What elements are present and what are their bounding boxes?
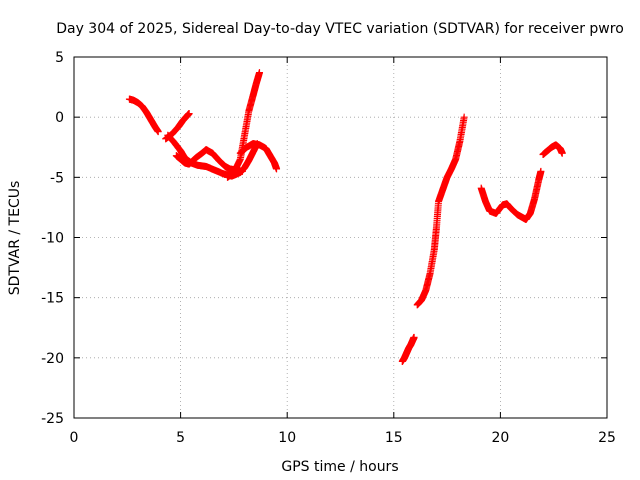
grid-layer — [74, 57, 607, 418]
axis-layer: 0 5 10 15 20 25 -25 -20 -15 -10 -5 0 5 — [41, 50, 616, 446]
x-axis-label: GPS time / hours — [281, 459, 398, 475]
x-tick-label: 15 — [385, 430, 403, 446]
series-arc-1 — [126, 96, 162, 135]
chart-title: Day 304 of 2025, Sidereal Day-to-day VTE… — [56, 21, 624, 37]
x-tick-label: 10 — [278, 430, 296, 446]
x-tick-label: 25 — [598, 430, 616, 446]
y-tick-label: 0 — [55, 110, 64, 126]
y-tick-label: -20 — [41, 351, 64, 367]
y-axis-label: SDTVAR / TECUs — [7, 181, 23, 296]
y-tick-label: -15 — [41, 291, 64, 307]
y-tick-label: 5 — [55, 50, 64, 66]
x-tick-label: 20 — [491, 430, 509, 446]
data-points — [126, 69, 566, 365]
y-tick-label: -25 — [41, 411, 64, 427]
plot-frame — [74, 57, 607, 418]
x-tick-label: 0 — [70, 430, 79, 446]
x-tick-label: 5 — [176, 430, 185, 446]
series-arc-7 — [399, 334, 418, 365]
series-arc-8 — [414, 114, 468, 309]
data-point — [461, 114, 468, 121]
series-arc-9 — [478, 168, 545, 223]
y-tick-label: -10 — [41, 231, 64, 247]
series-arc-10 — [540, 141, 566, 158]
y-tick-label: -5 — [50, 170, 64, 186]
sdtvar-chart: Day 304 of 2025, Sidereal Day-to-day VTE… — [0, 0, 640, 480]
